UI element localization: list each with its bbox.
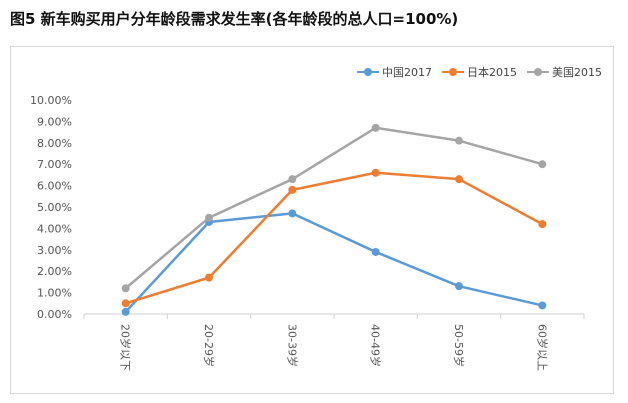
y-tick-label: 8.00%: [37, 137, 72, 150]
series-line: [124, 126, 543, 290]
legend-label: 中国2017: [382, 66, 432, 79]
data-point: [121, 307, 130, 316]
y-tick-label: 9.00%: [37, 115, 72, 128]
legend-item: 美国2015: [527, 64, 602, 80]
data-point: [371, 168, 380, 177]
y-tick-label: 4.00%: [37, 222, 72, 235]
data-point: [121, 284, 130, 293]
data-point: [538, 301, 547, 310]
chart-frame: [10, 46, 614, 394]
data-point: [538, 220, 547, 229]
y-tick-label: 10.00%: [30, 94, 72, 107]
category-label: 40-49岁: [369, 324, 383, 367]
data-point: [205, 213, 213, 222]
y-tick-label: 3.00%: [37, 244, 72, 257]
data-point: [371, 247, 380, 256]
data-point: [121, 299, 130, 308]
legend-label: 美国2015: [552, 66, 602, 79]
data-point: [455, 282, 463, 291]
y-tick-label: 0.00%: [37, 308, 72, 321]
data-point: [455, 136, 463, 145]
y-tick-label: 5.00%: [37, 201, 72, 214]
data-point: [205, 273, 213, 282]
legend-item: 日本2015: [442, 64, 517, 80]
legend-swatch: [357, 67, 379, 77]
legend-item: 中国2017: [357, 64, 432, 80]
legend-swatch: [442, 67, 464, 77]
category-label: 30-39岁: [285, 324, 299, 367]
legend-label: 日本2015: [467, 66, 517, 79]
category-label: 50-59岁: [452, 324, 466, 367]
category-label: 20岁以下: [119, 324, 133, 371]
y-tick-label: 7.00%: [37, 158, 72, 171]
figure-title: 图5 新车购买用户分年龄段需求发生率(各年龄段的总人口=100%): [10, 10, 459, 28]
series-line: [124, 212, 543, 313]
data-point: [288, 185, 297, 194]
chart-legend: 中国2017 日本2015 美国2015: [357, 64, 602, 80]
y-tick-label: 1.00%: [37, 287, 72, 300]
y-tick-label: 2.00%: [37, 265, 72, 278]
y-tick-label: 6.00%: [37, 180, 72, 193]
data-point: [455, 175, 463, 184]
data-point: [288, 175, 297, 184]
category-label: 20-29岁: [202, 324, 216, 367]
data-point: [538, 160, 547, 169]
data-point: [288, 209, 297, 218]
category-label: 60岁以上: [535, 324, 549, 371]
legend-swatch: [527, 67, 549, 77]
data-point: [371, 123, 380, 132]
series-line: [125, 171, 543, 305]
